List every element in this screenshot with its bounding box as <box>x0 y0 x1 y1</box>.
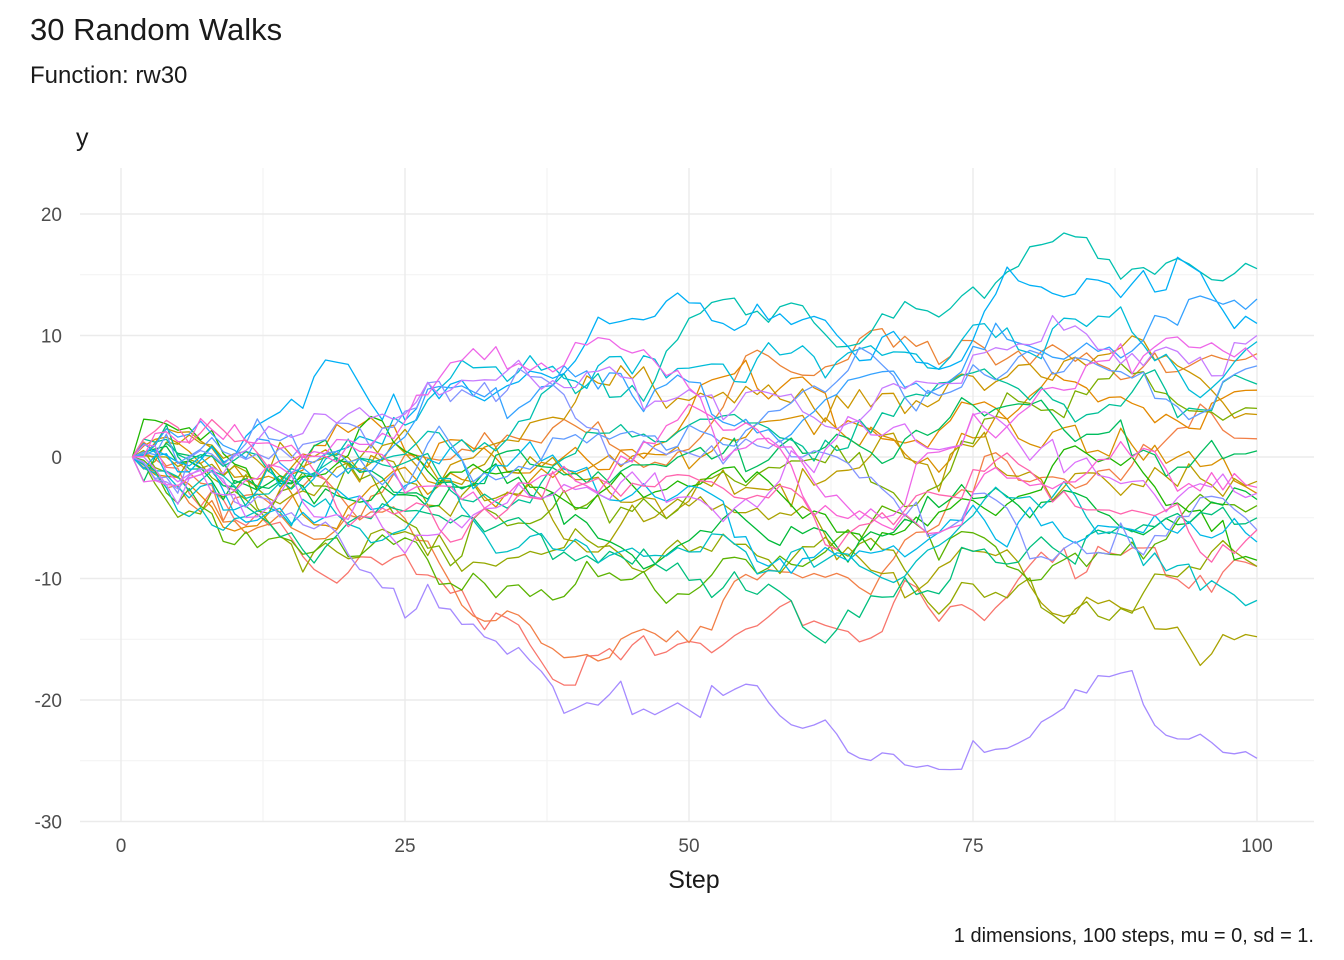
series-line-walk-3 <box>131 327 1258 540</box>
series-line-walk-8 <box>132 443 1258 667</box>
x-tick-label: 0 <box>116 836 127 857</box>
series-line-walk-4 <box>132 359 1258 532</box>
series-line-walk-23 <box>132 346 1258 490</box>
series-line-walk-1 <box>132 450 1258 686</box>
series-line-walk-30 <box>131 418 1258 563</box>
series-line-walk-14 <box>131 397 1258 500</box>
series-line-walk-13 <box>132 445 1258 570</box>
y-tick-label: -30 <box>35 813 62 834</box>
series-line-walk-21 <box>131 256 1258 473</box>
chart-caption: 1 dimensions, 100 steps, mu = 0, sd = 1. <box>954 925 1314 947</box>
y-tick-label: 10 <box>41 327 62 348</box>
y-axis-label: y <box>76 124 89 152</box>
series-line-walk-11 <box>132 456 1258 604</box>
series-line-walk-22 <box>132 295 1258 478</box>
chart-title: 30 Random Walks <box>30 12 283 47</box>
series-lines <box>131 232 1258 771</box>
x-tick-label: 75 <box>962 836 983 857</box>
x-tick-label: 25 <box>394 836 415 857</box>
x-tick-label: 50 <box>678 836 699 857</box>
chart-subtitle: Function: rw30 <box>30 62 188 89</box>
series-line-walk-18 <box>131 456 1258 607</box>
series-line-walk-7 <box>131 428 1258 520</box>
y-tick-label: 20 <box>41 205 62 226</box>
series-line-walk-9 <box>132 449 1258 624</box>
series-line-walk-29 <box>132 403 1258 535</box>
series-line-walk-27 <box>131 411 1258 554</box>
series-line-walk-20 <box>132 441 1258 574</box>
series-line-walk-25 <box>132 456 1258 771</box>
y-tick-label: -20 <box>35 691 62 712</box>
series-line-walk-17 <box>132 232 1258 500</box>
x-axis-label: Step <box>668 866 719 894</box>
y-tick-label: -10 <box>35 570 62 591</box>
grid <box>80 168 1314 823</box>
series-line-walk-15 <box>132 424 1258 644</box>
y-tick-label: 0 <box>51 448 62 469</box>
x-tick-label: 100 <box>1241 836 1273 857</box>
series-line-walk-19 <box>131 306 1258 511</box>
series-line-walk-2 <box>131 403 1258 662</box>
series-line-walk-24 <box>132 367 1258 562</box>
series-line-walk-28 <box>131 336 1258 521</box>
